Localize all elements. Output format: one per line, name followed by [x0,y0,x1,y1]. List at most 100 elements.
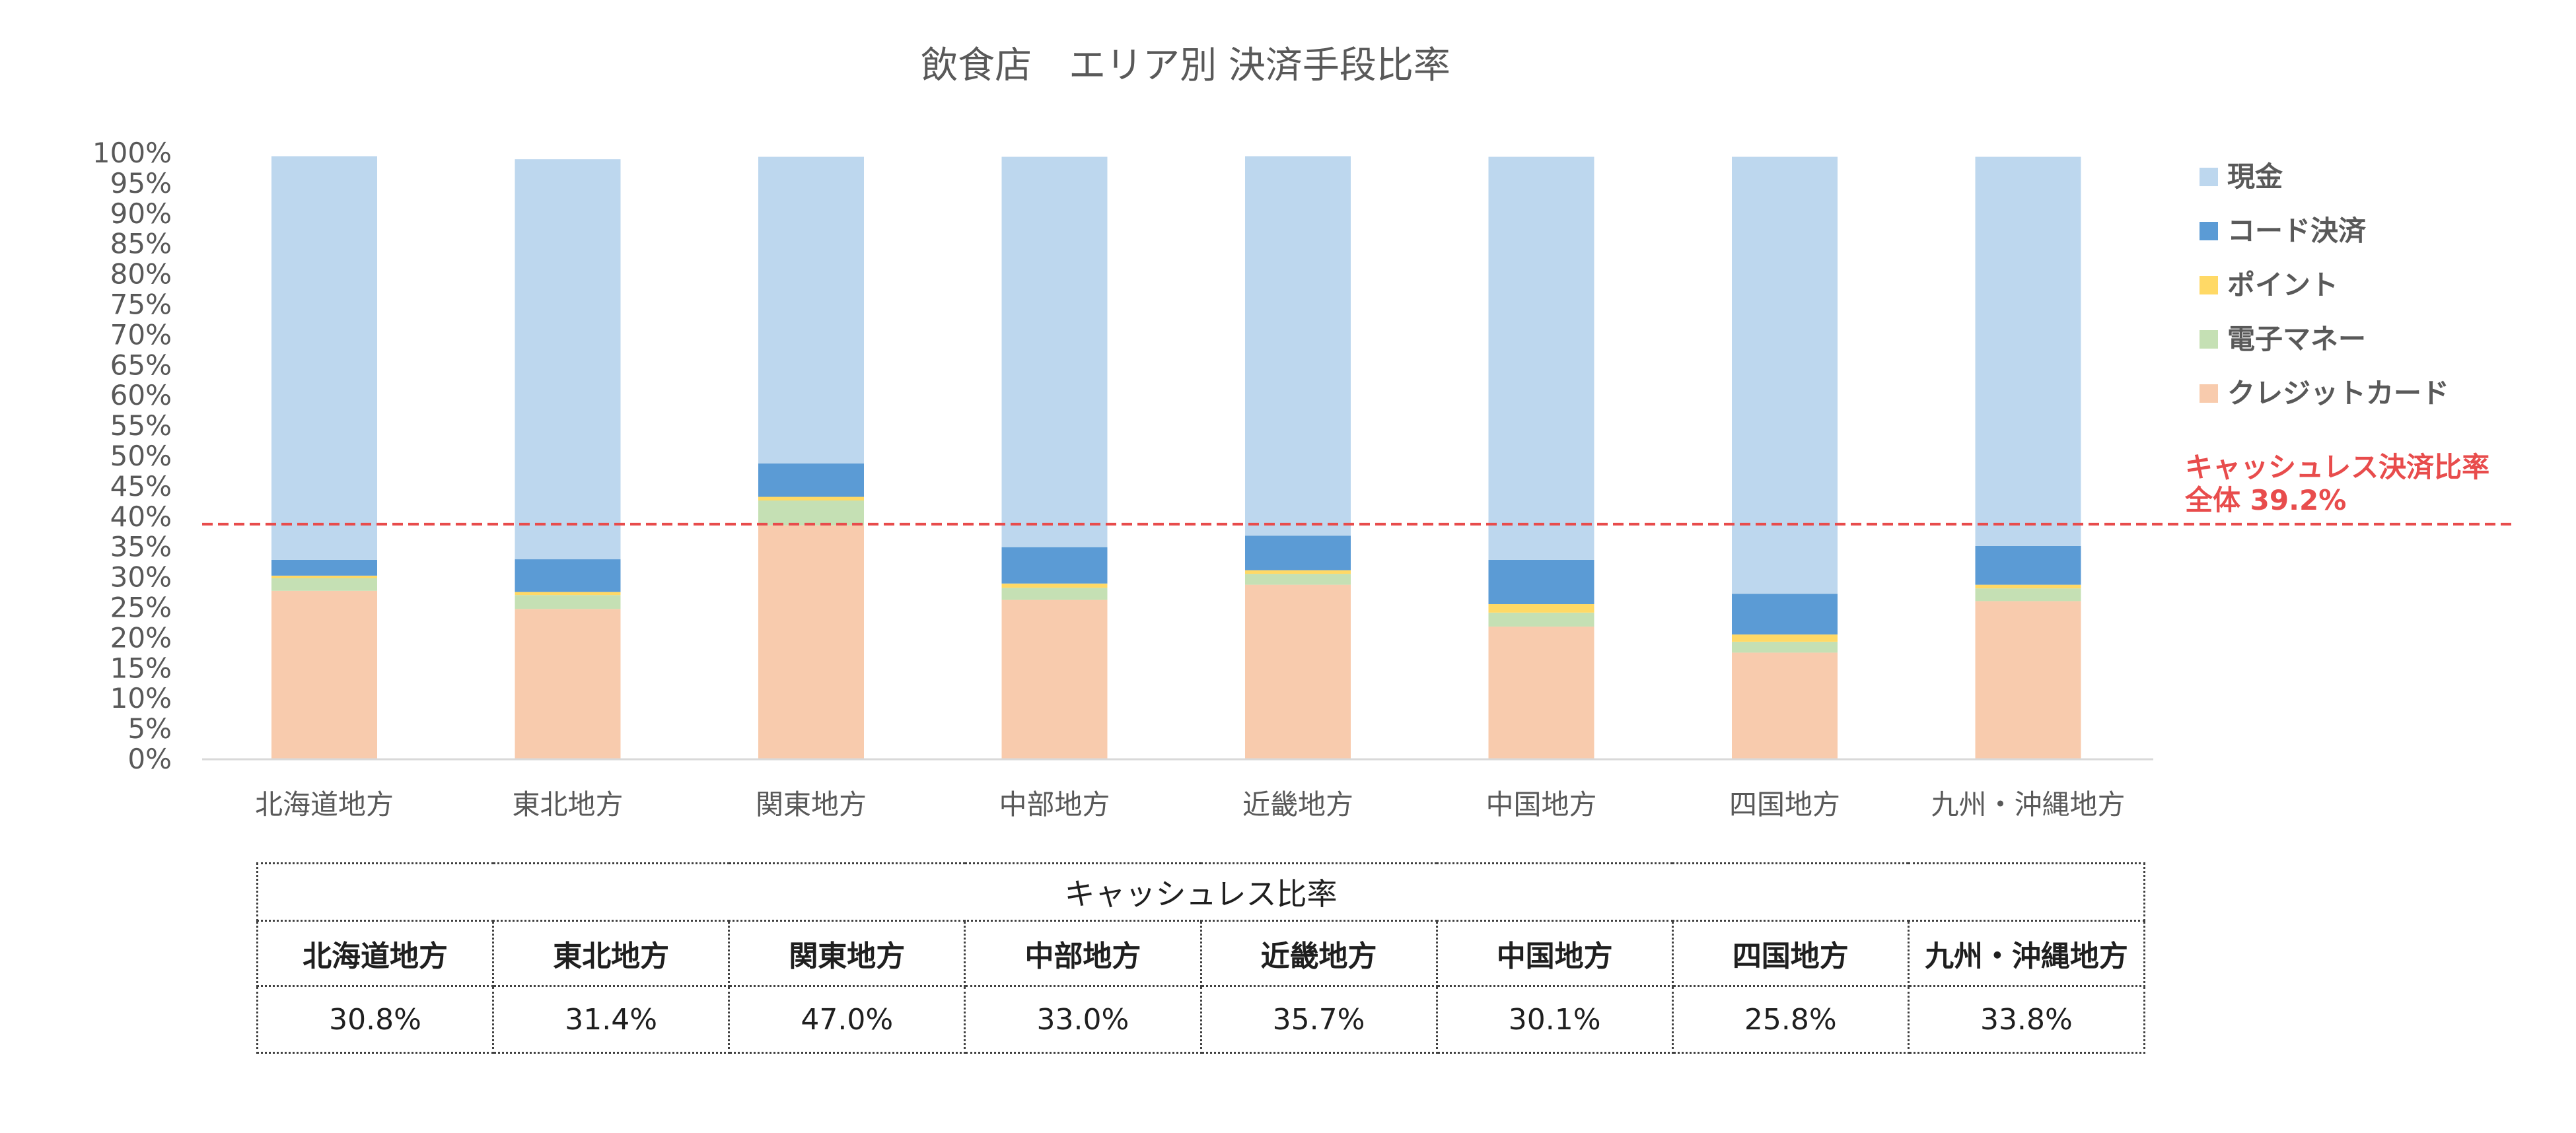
bar-segment [1001,600,1108,759]
y-tick-label: 40% [110,500,172,533]
table-title: キャッシュレス比率 [256,862,2145,922]
legend-label: ポイント [2227,269,2338,301]
table-value-row: 30.8% 31.4% 47.0% 33.0% 35.7% 30.1% 25.8… [256,985,2146,1054]
legend-swatch [2200,330,2218,349]
bar-segment [1488,626,1594,759]
bar-segment [1001,156,1108,547]
bar-segment [515,159,621,560]
bar-segment [1732,652,1838,759]
y-tick-label: 30% [110,561,172,594]
table-value-cell: 47.0% [728,985,966,1054]
bar-segment [1732,156,1838,594]
bar-segment [1245,584,1351,759]
y-tick-label: 5% [127,712,172,745]
bar-segment [758,525,864,759]
y-tick-label: 50% [110,440,172,472]
table-header-cell: 中部地方 [964,920,1202,987]
bar-segment [1001,588,1108,600]
table-header-cell: 四国地方 [1671,920,1910,987]
bar-segment [1001,583,1108,588]
legend-swatch [2200,168,2218,186]
bar-segment [1975,588,2081,601]
y-tick-label: 60% [110,379,172,411]
y-tick-label: 70% [110,318,172,351]
legend-label: クレジットカード [2227,377,2449,409]
legend-swatch [2200,384,2218,403]
bar-segment [1975,601,2081,759]
y-tick-label: 55% [110,409,172,442]
reference-label-title: キャッシュレス決済比率 [2185,451,2489,483]
stacked-bar-chart: 飲食店 エリア別 決済手段比率 0%5%10%15%20%25%30%35%40… [92,44,2513,821]
legend-label: 電子マネー [2227,323,2366,355]
bar-segment [515,595,621,609]
table-header-cell: 北海道地方 [256,920,495,987]
chart-title: 飲食店 エリア別 決済手段比率 [921,44,1450,87]
y-tick-label: 35% [110,531,172,563]
y-tick-label: 0% [127,743,172,775]
bar-segment [758,500,864,526]
x-tick-label: 関東地方 [756,788,867,821]
table-header-cell: 九州・沖縄地方 [1907,920,2146,987]
bar-segment [1975,156,2081,546]
y-tick-label: 65% [110,349,172,381]
bar-segment [1488,559,1594,604]
y-tick-label: 45% [110,470,172,502]
cashless-rate-table: キャッシュレス比率 北海道地方 東北地方 関東地方 中部地方 近畿地方 中国地方… [256,862,2146,1054]
bar-segment [1975,545,2081,585]
reference-label-total: 全体 39.2% [2184,484,2346,516]
table-value-cell: 25.8% [1671,985,1910,1054]
x-tick-label: 東北地方 [512,788,623,821]
table-header-cell: 中国地方 [1435,920,1674,987]
legend-label: 現金 [2227,160,2283,193]
bar-segment [1245,574,1351,585]
bar-segment [1245,156,1351,536]
bar-segment [1245,570,1351,574]
y-tick-label: 25% [110,592,172,624]
bar-segment [515,559,621,592]
bar-segment [1732,594,1838,635]
y-tick-label: 75% [110,289,172,321]
bar-segment [271,590,377,759]
y-tick-label: 85% [110,228,172,260]
bar-segment [1488,612,1594,627]
bar-segment [271,578,377,591]
y-tick-label: 15% [110,652,172,684]
table-header-cell: 近畿地方 [1199,920,1438,987]
bar-segment [1975,584,2081,589]
bar-segment [758,464,864,497]
x-axis: 北海道地方 東北地方 関東地方 中部地方 近畿地方 中国地方 四国地方 九州・沖縄地方 [255,788,2126,821]
y-tick-label: 20% [110,621,172,654]
x-tick-label: 北海道地方 [255,788,394,821]
y-tick-label: 95% [110,167,172,199]
bar-segment [1732,634,1838,642]
table-value-cell: 31.4% [492,985,731,1054]
y-tick-label: 10% [110,682,172,714]
x-tick-label: 中国地方 [1485,788,1596,821]
bar-segment [271,156,377,560]
bar-segment [1488,603,1594,613]
x-tick-label: 中部地方 [999,788,1110,821]
table-header-cell: 関東地方 [728,920,966,987]
x-tick-label: 九州・沖縄地方 [1931,788,2125,821]
table-value-cell: 33.0% [964,985,1202,1054]
bar-segment [515,609,621,759]
table-value-cell: 33.8% [1907,985,2146,1054]
bar-segment [1488,156,1594,560]
bar-segment [1245,535,1351,570]
y-tick-label: 90% [110,197,172,230]
bars [271,156,2081,759]
table-value-cell: 30.1% [1435,985,1674,1054]
x-tick-label: 四国地方 [1729,788,1840,821]
table-value-cell: 35.7% [1199,985,1438,1054]
table-header-cell: 東北地方 [492,920,731,987]
x-tick-label: 近畿地方 [1242,788,1353,821]
bar-segment [1732,641,1838,653]
bar-segment [758,497,864,501]
table-value-cell: 30.8% [256,985,495,1054]
table-header-row: 北海道地方 東北地方 関東地方 中部地方 近畿地方 中国地方 四国地方 九州・沖… [256,920,2146,987]
bar-segment [271,559,377,576]
bar-segment [758,156,864,464]
y-tick-label: 100% [92,137,172,169]
y-axis: 0%5%10%15%20%25%30%35%40%45%50%55%60%65%… [92,137,172,775]
